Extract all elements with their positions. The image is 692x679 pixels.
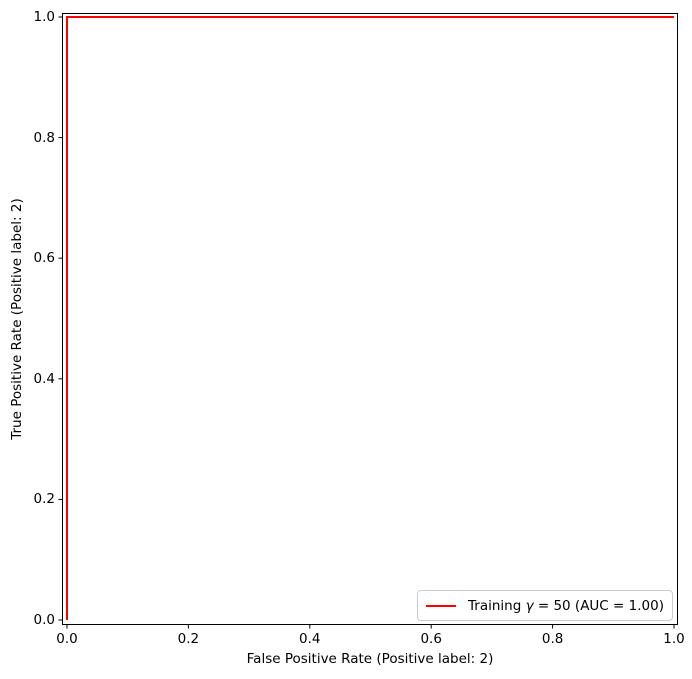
y-tick-label: 0.2 (33, 491, 55, 508)
legend-label: Training γ = 50 (AUC = 1.00) (468, 598, 664, 614)
x-tick-label: 0.2 (177, 631, 200, 647)
y-axis-label: True Positive Rate (Positive label: 2) (9, 198, 25, 440)
x-tick-label: 0.0 (56, 631, 78, 647)
x-tick-label: 0.6 (420, 631, 442, 647)
y-tick-label: 1.0 (33, 9, 55, 25)
y-tick-label: 0.6 (33, 250, 55, 267)
x-axis-label: False Positive Rate (Positive label: 2) (246, 651, 494, 667)
legend-line-swatch (426, 604, 456, 607)
y-tick-label: 0.0 (33, 612, 55, 628)
x-tick-label: 0.4 (299, 631, 321, 647)
y-tick-label: 0.8 (33, 129, 55, 146)
x-tick-label: 1.0 (663, 631, 685, 647)
x-tick-label: 0.8 (541, 631, 564, 647)
legend: Training γ = 50 (AUC = 1.00) (417, 590, 673, 621)
legend-gamma-symbol: γ (525, 597, 534, 614)
legend-label-rest: = 50 (AUC = 1.00) (533, 597, 664, 614)
legend-label-prefix: Training (468, 597, 526, 614)
plot-border (62, 13, 678, 625)
y-tick-label: 0.4 (33, 370, 55, 387)
roc-curve-line (66, 16, 674, 620)
